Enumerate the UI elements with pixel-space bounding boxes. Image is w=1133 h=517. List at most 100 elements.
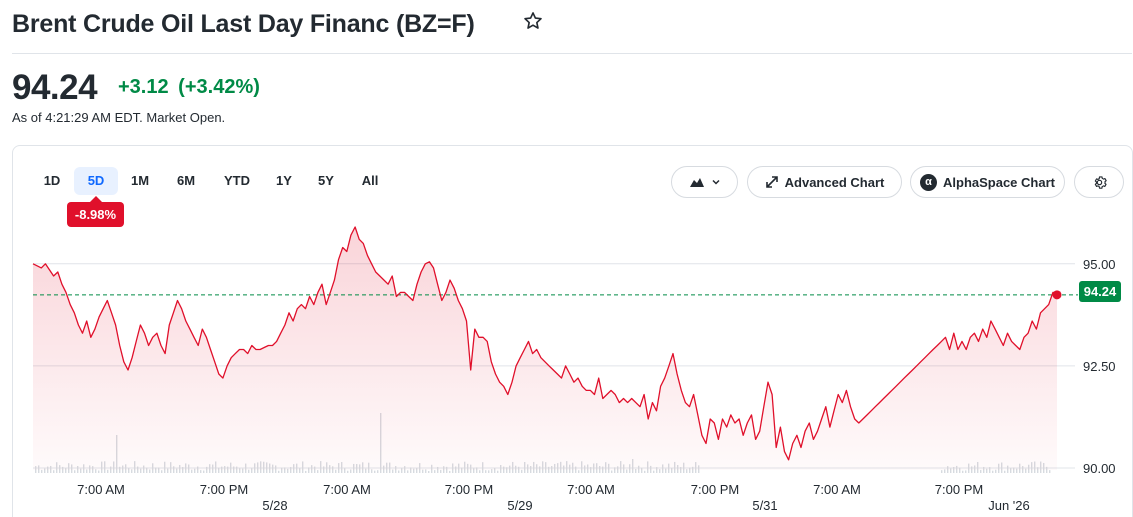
x-tick-label: 7:00 PM [935,482,983,497]
gear-icon [1094,175,1107,189]
y-tick-label: 92.50 [1083,359,1116,374]
volume-bar [686,469,688,473]
range-change-badge: -8.98% [67,196,124,227]
volume-bar [635,468,637,473]
volume-bar [305,470,307,473]
range-5d[interactable]: 5D [74,167,118,195]
volume-bar [665,468,667,473]
chart-settings-button[interactable] [1074,166,1124,198]
volume-bar [959,467,961,473]
volume-bar [473,468,475,473]
x-tick-label: 7:00 AM [813,482,861,497]
x-tick-label: 7:00 PM [200,482,248,497]
price-line [32,226,1058,461]
range-all[interactable]: All [361,173,379,188]
range-1m[interactable]: 1M [130,173,150,188]
volume-bar [239,468,241,473]
advanced-chart-label: Advanced Chart [784,174,885,190]
volume-bar [146,467,148,473]
volume-bar [284,467,286,473]
volume-bar [1025,468,1027,473]
range-5y[interactable]: 5Y [318,173,334,188]
volume-bar [371,469,373,473]
volume-bar [41,469,43,473]
volume-bar [611,470,613,473]
volume-bar [248,469,250,473]
volume-bar [425,469,427,473]
chevron-down-icon [711,179,720,185]
volume-bar [131,469,133,473]
range-6m[interactable]: 6M [176,173,196,188]
volume-bar [347,470,349,473]
volume-bar [95,469,97,473]
volume-bar [377,470,379,473]
volume-bar [479,470,481,473]
volume-bar [1010,468,1012,473]
volume-bar [626,469,628,473]
advanced-chart-button[interactable]: Advanced Chart [747,166,902,198]
volume-bar [965,470,967,473]
volume-bar [641,467,643,473]
x-tick-label: 7:00 AM [77,482,125,497]
volume-bar [158,467,160,473]
alphaspace-chart-button[interactable]: α AlphaSpace Chart [910,166,1065,198]
range-1d[interactable]: 1D [43,173,61,188]
volume-bar [422,469,424,473]
volume-bar [941,470,943,473]
last-price-tag: 94.24 [1079,281,1121,302]
volume-bar [98,470,100,473]
volume-bar [44,468,46,473]
star-outline-icon[interactable] [522,10,544,32]
volume-bar [440,469,442,473]
as-of-timestamp: As of 4:21:29 AM EDT. Market Open. [12,110,226,125]
mountain-chart-icon [689,178,704,187]
volume-bar [86,469,88,473]
volume-bar [176,468,178,473]
alphaspace-chart-label: AlphaSpace Chart [943,174,1055,190]
volume-bar [461,467,463,473]
date-label: 5/29 [507,498,532,513]
volume-bar [281,467,283,473]
expand-arrows-icon [765,176,778,188]
volume-bar [944,469,946,473]
volume-bar [497,470,499,473]
volume-bar [1016,468,1018,473]
volume-bar [299,468,301,473]
volume-bar [107,469,109,473]
volume-bar [434,470,436,473]
volume-bar [401,468,403,473]
volume-bar [653,470,655,473]
volume-bar [1037,467,1039,473]
date-label: Jun '26 [988,498,1030,513]
chart-type-button[interactable] [671,166,738,198]
x-tick-label: 7:00 PM [445,482,493,497]
x-tick-label: 7:00 AM [323,482,371,497]
volume-bar [287,468,289,473]
range-1y[interactable]: 1Y [276,173,292,188]
volume-bar [992,470,994,473]
range-ytd[interactable]: YTD [224,173,250,188]
volume-bar [659,469,661,473]
volume-bar [398,470,400,473]
quote-header: Brent Crude Oil Last Day Financ (BZ=F) [12,6,1132,54]
volume-bar [995,469,997,473]
volume-bar [656,467,658,473]
volume-bar [1004,470,1006,473]
volume-bar [128,468,130,473]
volume-bar [1049,470,1051,473]
volume-bar [1013,467,1015,473]
volume-bar [200,470,202,473]
volume-bar [950,468,952,473]
volume-bar [671,467,673,473]
x-tick-label: 7:00 AM [567,482,615,497]
volume-bar [194,468,196,473]
price-change-percent: (+3.42%) [178,76,260,98]
volume-bar [407,470,409,473]
volume-bar [218,467,220,473]
volume-bar [374,470,376,473]
date-label: 5/28 [262,498,287,513]
volume-bar [980,469,982,473]
volume-bar [986,468,988,473]
volume-bar [140,468,142,473]
